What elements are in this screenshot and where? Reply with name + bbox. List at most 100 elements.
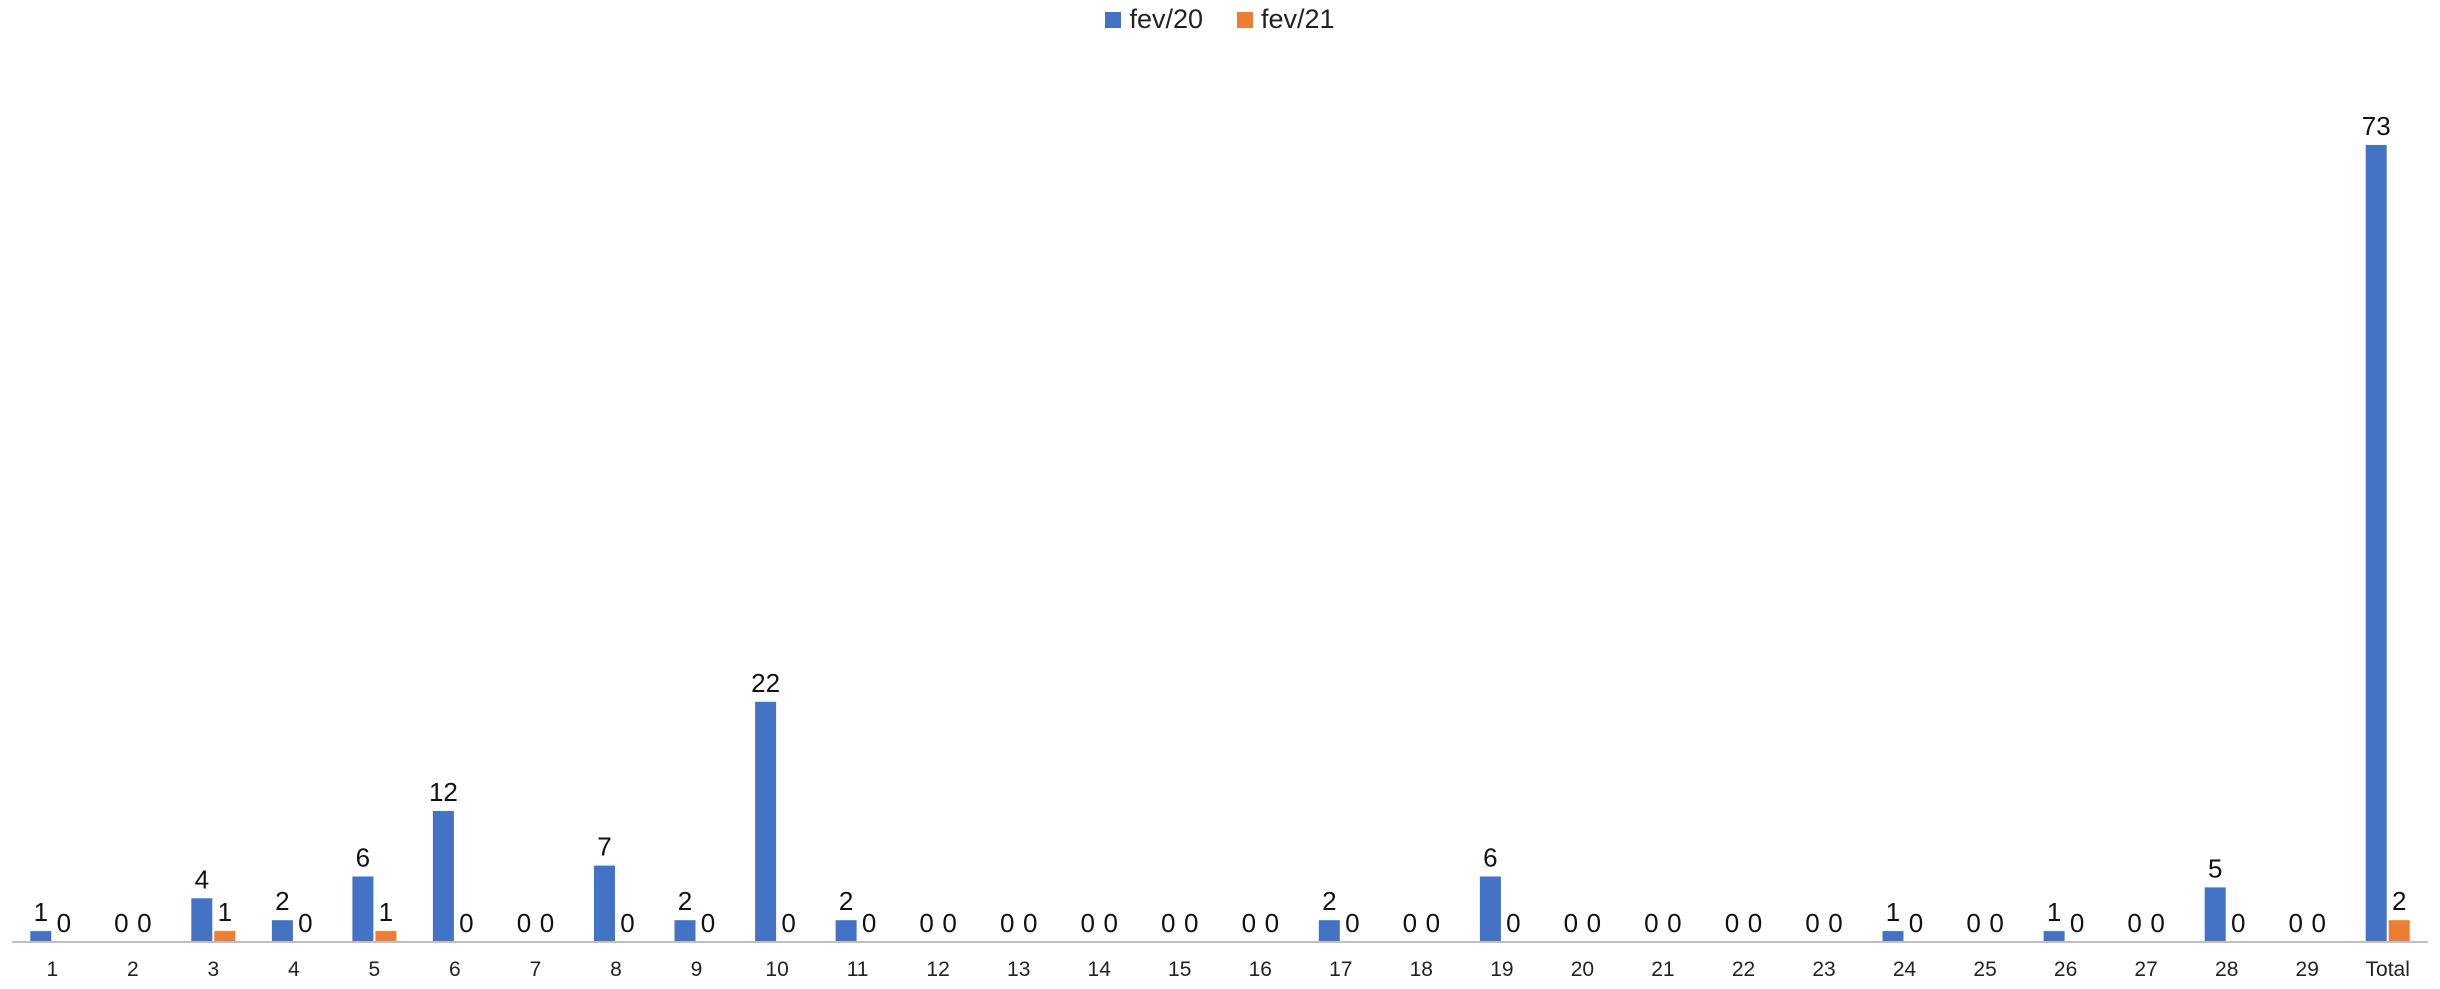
data-label-2-4: 0: [298, 908, 312, 938]
data-label-1-25: 0: [1966, 908, 1980, 938]
bar-1-8[interactable]: [594, 865, 615, 942]
data-label-1-9: 2: [678, 886, 692, 916]
bar-1-11[interactable]: [835, 920, 857, 942]
data-label-2-25: 0: [1989, 908, 2003, 938]
x-tick-label-10: 10: [765, 958, 788, 981]
data-label-2-18: 0: [1426, 908, 1440, 938]
x-tick-label-3: 3: [207, 958, 219, 981]
x-tick-label-16: 16: [1249, 958, 1272, 981]
x-tick-label-7: 7: [530, 958, 542, 981]
x-tick-label-17: 17: [1329, 958, 1352, 981]
bar-1-24[interactable]: [1882, 931, 1904, 942]
data-label-2-2: 0: [137, 908, 151, 938]
x-tick-label-29: 29: [2296, 958, 2319, 981]
bar-2-3[interactable]: [214, 931, 236, 942]
x-tick-label-5: 5: [369, 958, 381, 981]
bar-2-total[interactable]: [2388, 920, 2410, 942]
data-label-2-24: 0: [1909, 908, 1923, 938]
data-label-1-16: 0: [1242, 908, 1256, 938]
data-label-1-14: 0: [1080, 908, 1094, 938]
x-tick-label-18: 18: [1410, 958, 1433, 981]
data-label-2-21: 0: [1667, 908, 1681, 938]
data-label-1-4: 2: [275, 886, 289, 916]
data-label-2-total: 2: [2392, 886, 2406, 916]
data-label-1-12: 0: [919, 908, 933, 938]
x-tick-label-6: 6: [449, 958, 461, 981]
x-tick-label-22: 22: [1732, 958, 1755, 981]
bar-1-26[interactable]: [2043, 931, 2065, 942]
x-tick-label-23: 23: [1812, 958, 1835, 981]
data-label-2-10: 0: [781, 908, 795, 938]
data-label-2-3: 1: [218, 897, 232, 927]
data-label-2-9: 0: [701, 908, 715, 938]
bar-1-3[interactable]: [191, 898, 213, 942]
data-label-2-6: 0: [459, 908, 473, 938]
data-label-1-23: 0: [1805, 908, 1819, 938]
x-tick-labels: 1 2 3 4 5 6 7 8 9 10 11 12 13 14 15 16 17 18 19 20 21 22 23 24 2…: [46, 958, 2409, 981]
data-label-1-11: 2: [839, 886, 853, 916]
data-label-1-1: 1: [34, 897, 48, 927]
bar-1-9[interactable]: [674, 920, 696, 942]
bar-1-total[interactable]: [2365, 145, 2387, 942]
x-tick-label-24: 24: [1893, 958, 1917, 981]
x-tick-label-total: Total: [2366, 958, 2410, 981]
legend-item-series-1[interactable]: fev/20: [1105, 4, 1203, 35]
data-label-2-16: 0: [1265, 908, 1279, 938]
bar-1-4[interactable]: [271, 920, 293, 942]
data-label-1-20: 0: [1564, 908, 1578, 938]
legend-item-series-2[interactable]: fev/21: [1237, 4, 1335, 35]
x-tick-label-11: 11: [847, 958, 869, 981]
data-label-2-15: 0: [1184, 908, 1198, 938]
data-label-2-26: 0: [2070, 908, 2084, 938]
bar-1-19[interactable]: [1479, 876, 1501, 943]
data-label-1-7: 0: [517, 908, 531, 938]
bar-1-10[interactable]: [755, 701, 777, 942]
data-label-1-15: 0: [1161, 908, 1175, 938]
x-tick-label-15: 15: [1168, 958, 1191, 981]
data-label-1-27: 0: [2127, 908, 2141, 938]
data-label-2-8: 0: [620, 908, 634, 938]
x-tick-label-4: 4: [288, 958, 300, 981]
data-label-2-28: 0: [2231, 908, 2245, 938]
legend-label-series-1: fev/20: [1129, 4, 1203, 34]
data-label-1-2: 0: [114, 908, 128, 938]
data-label-2-13: 0: [1023, 908, 1037, 938]
bar-1-1[interactable]: [30, 931, 52, 942]
data-label-1-17: 2: [1322, 886, 1336, 916]
data-label-1-19: 6: [1483, 843, 1497, 873]
x-tick-label-20: 20: [1571, 958, 1594, 981]
data-label-1-8: 7: [597, 832, 611, 862]
data-label-1-26: 1: [2047, 897, 2061, 927]
x-tick-label-25: 25: [1973, 958, 1996, 981]
data-label-1-6: 12: [429, 777, 458, 807]
bar-1-5[interactable]: [352, 876, 374, 943]
data-label-2-23: 0: [1828, 908, 1842, 938]
data-label-1-10: 22: [751, 668, 780, 698]
bar-1-17[interactable]: [1318, 920, 1340, 942]
x-tick-label-8: 8: [610, 958, 622, 981]
x-tick-label-9: 9: [691, 958, 703, 981]
x-tick-label-2: 2: [127, 958, 139, 981]
legend: fev/20 fev/21: [0, 4, 2440, 35]
x-tick-label-1: 1: [46, 958, 58, 981]
x-tick-label-21: 21: [1651, 958, 1674, 981]
data-label-2-1: 0: [57, 908, 71, 938]
data-label-2-27: 0: [2150, 908, 2164, 938]
data-label-2-7: 0: [540, 908, 554, 938]
legend-label-series-2: fev/21: [1261, 4, 1335, 34]
data-label-1-13: 0: [1000, 908, 1014, 938]
data-label-2-22: 0: [1748, 908, 1762, 938]
data-label-2-20: 0: [1587, 908, 1601, 938]
x-tick-label-14: 14: [1088, 958, 1112, 981]
bar-2-5[interactable]: [375, 931, 397, 942]
data-label-1-21: 0: [1644, 908, 1658, 938]
data-label-1-22: 0: [1725, 908, 1739, 938]
bar-1-6[interactable]: [432, 811, 454, 942]
x-tick-label-28: 28: [2215, 958, 2238, 981]
x-tick-label-26: 26: [2054, 958, 2077, 981]
bar-1-28[interactable]: [2204, 887, 2226, 942]
data-label-1-28: 5: [2208, 853, 2222, 883]
data-label-1-3: 4: [195, 864, 209, 894]
